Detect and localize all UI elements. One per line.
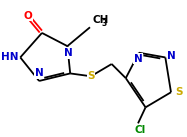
Text: N: N — [35, 68, 44, 78]
Text: S: S — [175, 87, 182, 97]
Text: N: N — [64, 48, 73, 58]
Text: CH: CH — [93, 15, 109, 25]
Text: O: O — [23, 11, 32, 21]
Text: 3: 3 — [101, 19, 107, 28]
Text: S: S — [87, 71, 95, 81]
Text: HN: HN — [1, 52, 18, 62]
Text: N: N — [134, 54, 142, 64]
Text: N: N — [167, 52, 176, 62]
Text: Cl: Cl — [134, 125, 145, 135]
